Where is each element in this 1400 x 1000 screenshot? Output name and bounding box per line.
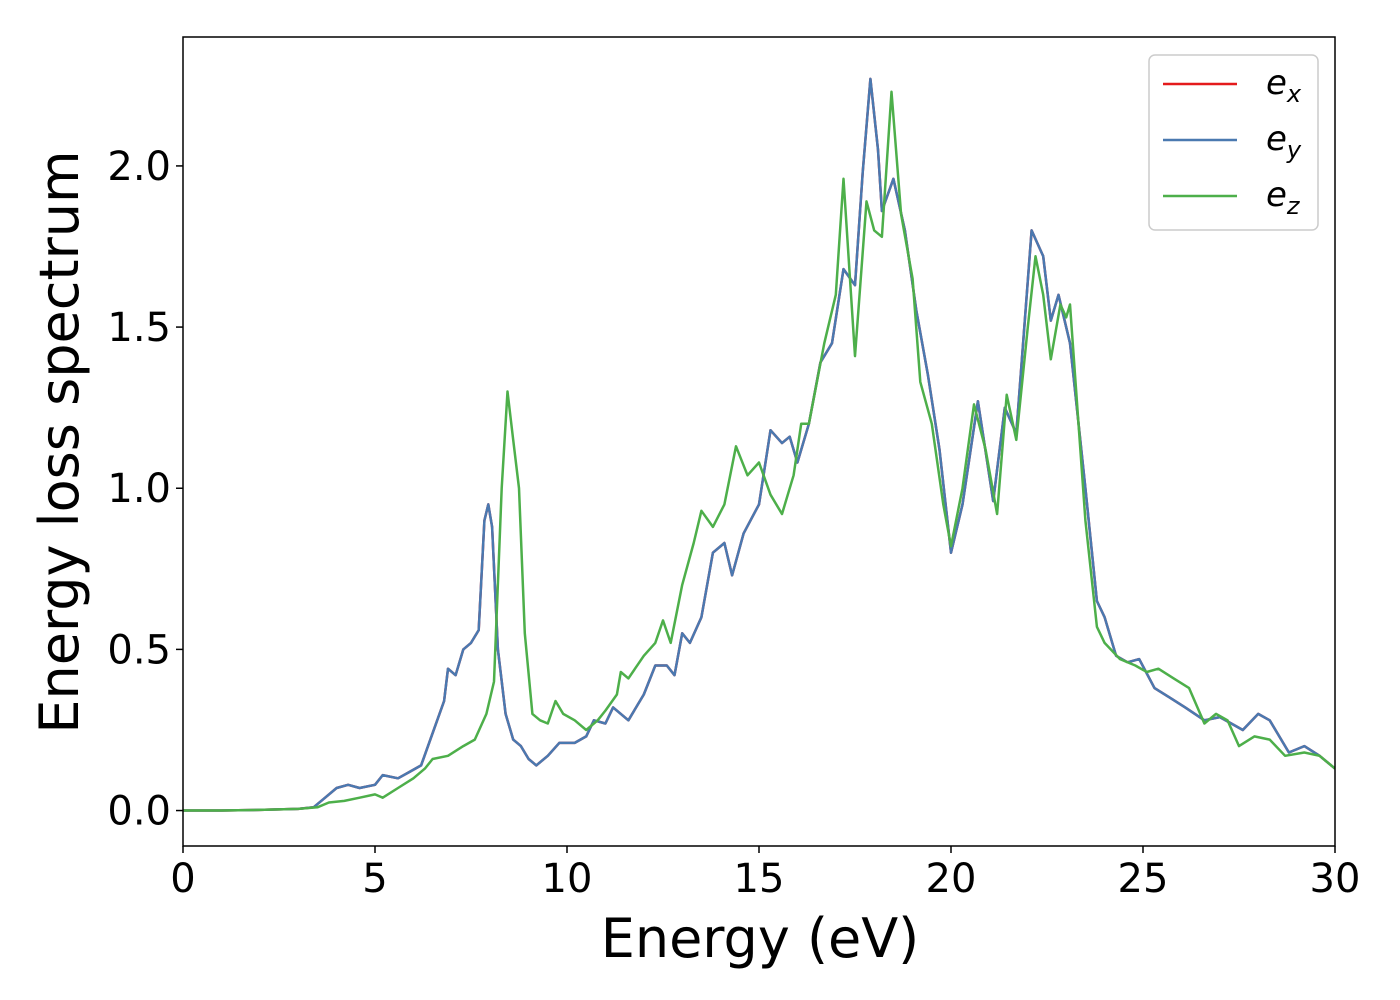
- legend: ex ey ez: [1148, 54, 1319, 231]
- y-tick-label: 0.5: [107, 627, 171, 673]
- x-axis-title: Energy (eV): [601, 907, 920, 970]
- y-axis: 0.0 0.5 1.0 1.5 2.0: [107, 144, 183, 835]
- x-tick-label: 0: [170, 856, 195, 902]
- x-axis: 0 5 10 15 20 25 30: [170, 846, 1360, 902]
- series-line-y: [183, 77, 1335, 812]
- x-tick-label: 20: [926, 856, 977, 902]
- legend-label-y: ey: [1266, 119, 1302, 164]
- x-tick-label: 25: [1118, 856, 1169, 902]
- y-tick-label: 1.5: [107, 305, 171, 351]
- series-line-z: [183, 90, 1335, 812]
- y-tick-label: 2.0: [107, 144, 171, 190]
- y-axis-title: Energy loss spectrum: [28, 150, 91, 733]
- x-tick-label: 10: [542, 856, 593, 902]
- x-tick-label: 30: [1310, 856, 1361, 902]
- y-tick-label: 0.0: [107, 789, 171, 835]
- legend-label-x: ex: [1266, 63, 1302, 108]
- y-tick-label: 1.0: [107, 466, 171, 512]
- x-tick-label: 5: [362, 856, 387, 902]
- legend-label-z: ez: [1266, 175, 1301, 220]
- plot-area: [183, 77, 1335, 812]
- legend-box: [1148, 54, 1319, 231]
- x-tick-label: 15: [734, 856, 785, 902]
